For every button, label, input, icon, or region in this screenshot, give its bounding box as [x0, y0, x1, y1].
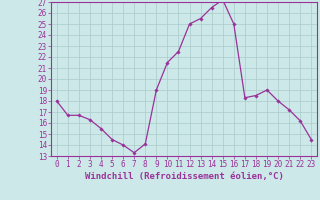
X-axis label: Windchill (Refroidissement éolien,°C): Windchill (Refroidissement éolien,°C): [84, 172, 284, 181]
